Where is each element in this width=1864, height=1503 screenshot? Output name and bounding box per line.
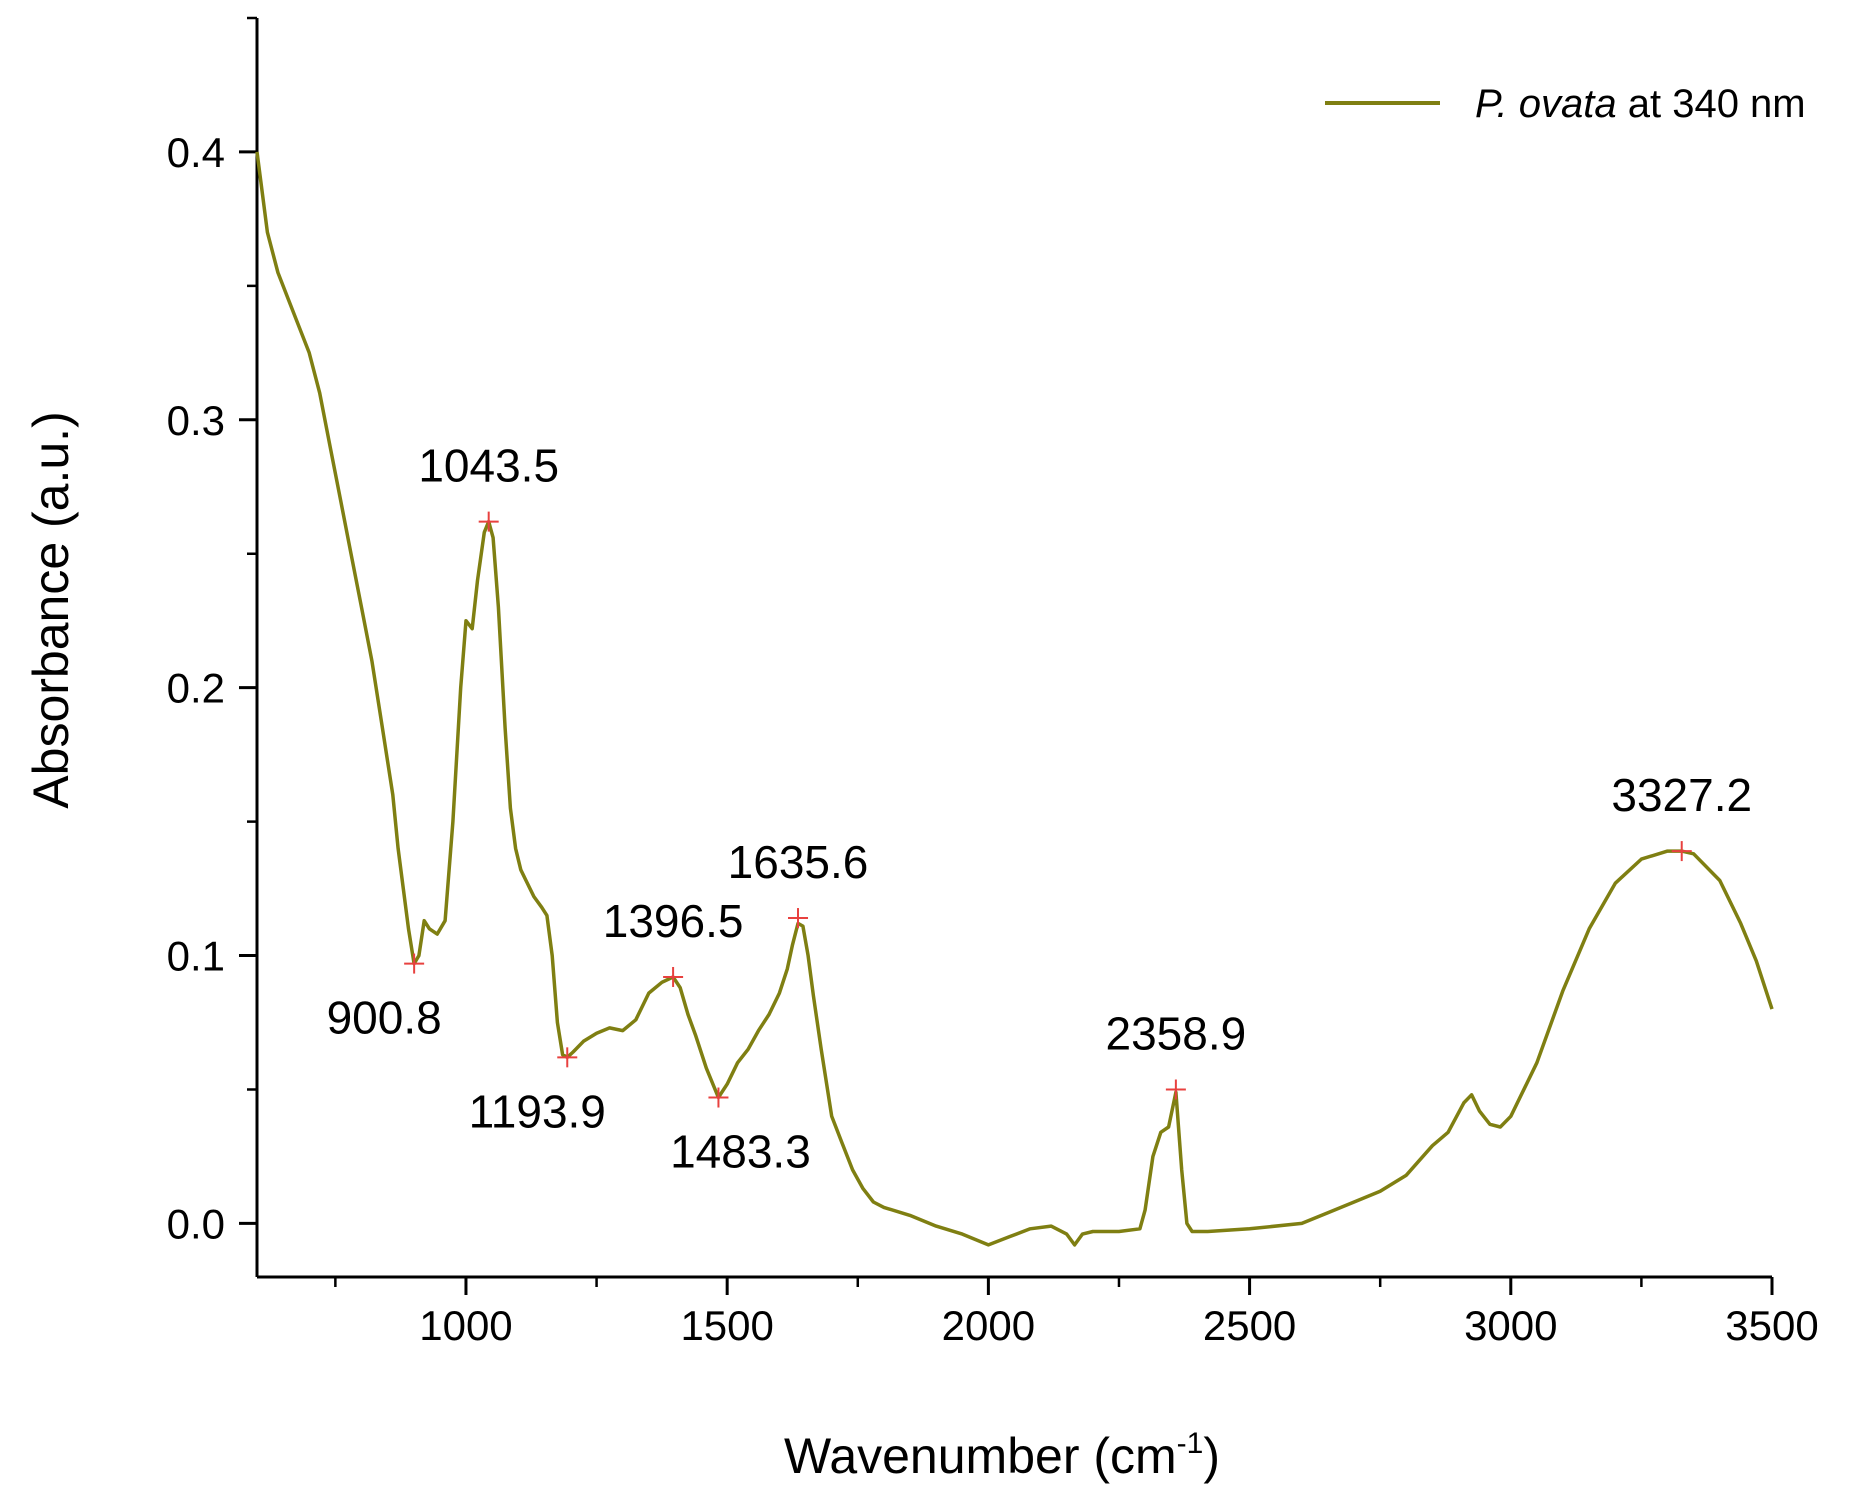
series-layer (255, 151, 1774, 1247)
x-axis-title-close: ) (1203, 1428, 1220, 1484)
peak-annotations: 900.8 1043.5 1193.9 1396.5 1483.3 1635.6 2358.… (327, 440, 1752, 1178)
x-tick-label: 2500 (1203, 1302, 1296, 1349)
peak-label: 1193.9 (469, 1085, 606, 1137)
x-axis-title-superscript: -1 (1177, 1427, 1204, 1460)
y-tick-label: 0.2 (167, 665, 225, 712)
legend-label-wavelength: at 340 nm (1617, 82, 1806, 126)
series-line (255, 151, 1774, 1247)
y-tick-label: 0.0 (167, 1200, 225, 1247)
peak-label: 2358.9 (1106, 1007, 1247, 1059)
x-axis-title-main: Wavenumber (cm (784, 1428, 1177, 1484)
x-tick-label: 2000 (942, 1302, 1035, 1349)
legend: P. ovata at 340 nm (1325, 82, 1806, 126)
x-axis-title: Wavenumber (cm-1) (784, 1427, 1220, 1484)
peak-label: 1043.5 (418, 440, 559, 492)
x-tick-label: 3000 (1464, 1302, 1557, 1349)
peak-label: 3327.2 (1611, 769, 1752, 821)
x-tick-label: 1000 (419, 1302, 512, 1349)
x-tick-label: 3500 (1725, 1302, 1818, 1349)
y-tick-label: 0.1 (167, 933, 225, 980)
x-tick-label: 1500 (680, 1302, 773, 1349)
peak-label: 1483.3 (670, 1126, 811, 1178)
legend-label-species: P. ovata (1475, 82, 1617, 126)
peak-label: 1396.5 (603, 895, 744, 947)
peak-label: 900.8 (327, 992, 442, 1044)
peak-label: 1635.6 (728, 836, 869, 888)
axes: 1000 1500 2000 2500 3000 3500 0.0 0.1 0.2 0.3 0.4 (167, 16, 1819, 1349)
y-tick-label: 0.3 (167, 397, 225, 444)
y-tick-label: 0.4 (167, 129, 225, 176)
y-axis-title: Absorbance (a.u.) (23, 411, 79, 808)
legend-label: P. ovata at 340 nm (1475, 82, 1806, 126)
